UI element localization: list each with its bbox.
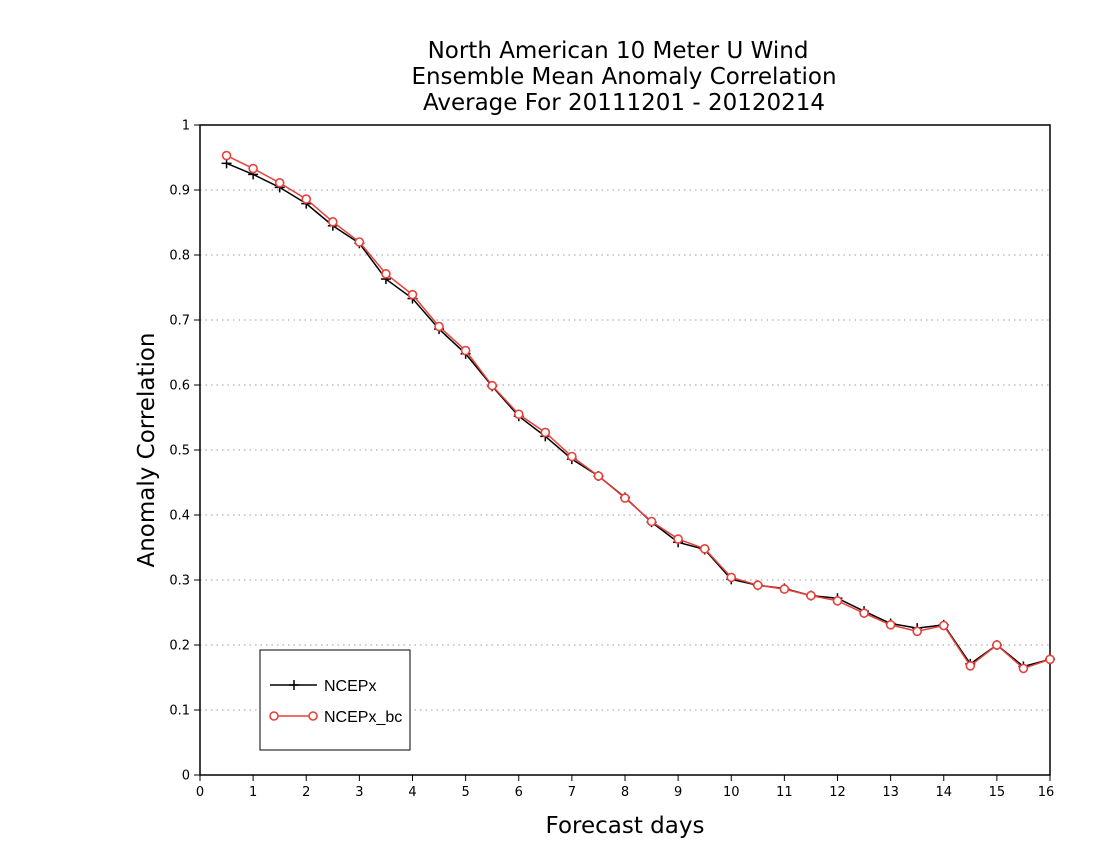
y-tick-label: 0.5 [169,444,190,459]
legend-plus-ncepx [289,680,299,690]
data-point-ncepx-bc [726,572,737,583]
grid-lines [200,189,1050,711]
y-tick-label: 0.7 [169,314,190,329]
data-point-ncepx-bc [912,626,922,637]
legend-circle-ncepx-bc-right [308,711,318,721]
x-tick-label: 14 [935,785,952,800]
x-tick-label: 12 [829,785,846,800]
data-point-ncepx-bc [992,640,1002,650]
y-tick-label: 0.1 [169,704,190,719]
chart-title: North American 10 Meter U Wind Ensemble … [411,38,836,116]
data-point-ncepx-bc [646,516,657,527]
x-tick-label: 9 [674,785,682,800]
x-tick-label: 6 [515,785,523,800]
legend-marker-ncepx [289,680,299,690]
series-ncepx [221,158,1055,672]
title-line-2: Ensemble Mean Anomaly Correlation [411,64,836,90]
data-point-ncepx-bc [593,471,604,481]
legend: NCEPx NCEPx_bc [259,649,411,751]
x-tick-label: 11 [776,785,793,800]
data-point-ncepx-bc [487,380,497,391]
y-axis-ticks: 0 0.1 0.2 0.3 0.4 0.5 0.6 0.7 0.8 0.9 1 [169,119,200,784]
legend-label-ncepx: NCEPx [324,678,376,695]
x-tick-label: 10 [723,785,740,800]
data-point-ncepx-bc [673,534,683,544]
data-point-ncepx-bc [328,217,338,227]
data-point-ncepx-bc [1018,663,1029,674]
data-point-ncepx-bc [938,620,949,631]
y-tick-label: 0.8 [169,249,190,264]
x-axis-ticks: 0 1 2 3 4 5 6 7 8 9 10 11 12 13 14 15 16 [196,775,1054,800]
data-point-ncepx-bc [221,150,232,161]
data-point-ncepx-bc [699,543,710,554]
y-tick-label: 0.6 [169,379,190,394]
x-axis-label: Forecast days [546,813,705,839]
x-tick-label: 15 [989,785,1006,800]
legend-box [259,649,411,751]
y-axis-label: Anomaly Correlation [134,332,160,567]
x-tick-label: 5 [461,785,469,800]
title-line-3: Average For 20111201 - 20120214 [423,90,825,116]
data-point-ncepx-bc [885,620,896,630]
data-point-ncepx-bc [540,427,551,438]
series-ncepx-bc [221,150,1055,674]
x-tick-label: 13 [882,785,899,800]
data-point-ncepx-bc [434,321,444,332]
x-tick-label: 0 [196,785,204,800]
data-point-ncepx-bc [620,493,630,503]
data-point-ncepx-bc [381,269,391,279]
y-tick-label: 0.2 [169,639,190,654]
data-point-ncepx-bc [832,595,843,606]
series-line-ncepx [226,162,1051,668]
x-tick-label: 16 [1038,785,1055,800]
x-tick-label: 1 [249,785,257,800]
legend-label-ncepx-bc: NCEPx_bc [324,709,402,726]
series-line-ncepx-bc [226,154,1051,670]
title-line-1: North American 10 Meter U Wind [428,38,809,64]
legend-circle-ncepx-bc-left [269,711,279,721]
data-point-ncepx-bc [513,409,524,420]
y-tick-label: 0.4 [169,509,190,524]
data-point-ncepx-bc [274,178,285,188]
series-layer [221,150,1055,674]
y-tick-label: 0 [182,769,190,784]
x-tick-label: 7 [568,785,576,800]
y-tick-label: 0.9 [169,184,190,199]
x-tick-label: 3 [355,785,363,800]
legend-marker-ncepx-bc [269,711,318,721]
data-point-ncepx-bc [965,660,976,671]
plot-frame [199,124,1051,776]
data-point-ncepx-bc [354,237,365,247]
data-point-ncepx-bc [753,580,763,591]
data-point-ncepx-bc [301,194,312,204]
x-tick-label: 2 [302,785,310,800]
data-point-ncepx-bc [248,163,258,174]
y-tick-label: 0.3 [169,574,190,589]
data-point-ncepx-bc [806,590,816,601]
x-tick-label: 8 [621,785,629,800]
data-point-ncepx-bc [1045,654,1055,665]
data-point-ncepx-bc [779,584,790,594]
data-point-ncepx-bc [407,289,418,300]
data-point-ncepx-bc [460,345,471,356]
x-tick-label: 4 [408,785,416,800]
data-point-ncepx-bc [859,608,869,618]
data-point-ncepx-bc [567,451,577,462]
y-tick-label: 1 [182,119,190,134]
